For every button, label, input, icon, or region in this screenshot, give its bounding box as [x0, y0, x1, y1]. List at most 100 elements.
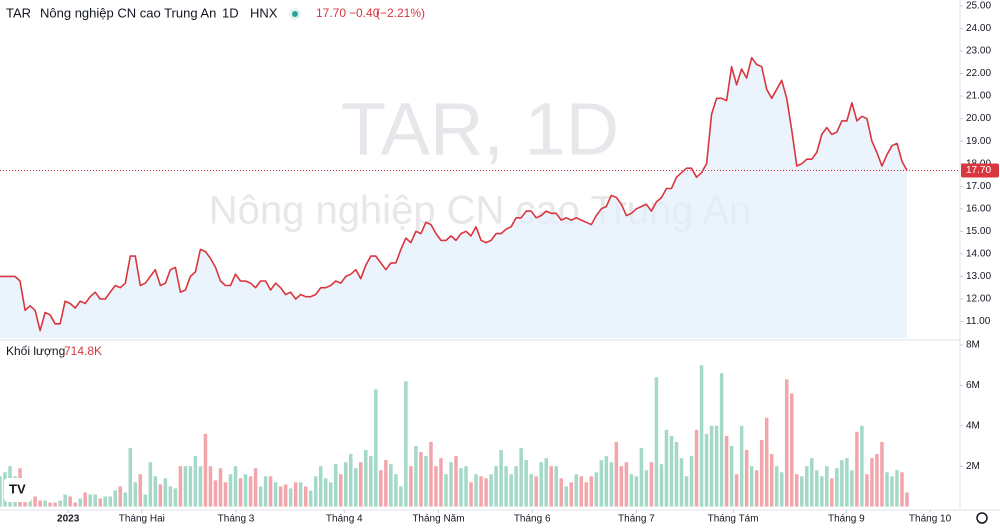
volume-bar: [800, 476, 804, 507]
volume-bar: [359, 462, 363, 507]
volume-bar: [689, 456, 694, 507]
volume-bar: [584, 482, 589, 507]
volume-bar: [629, 474, 634, 507]
volume-bar: [118, 486, 123, 507]
y-tick-label: 13.00: [966, 271, 991, 282]
volume-bar: [454, 456, 458, 507]
volume-bar: [103, 496, 107, 507]
volume-bar: [303, 486, 308, 507]
volume-bar: [559, 478, 563, 507]
volume-bar: [33, 496, 37, 507]
volume-bar: [218, 468, 223, 507]
volume-bar: [459, 468, 463, 507]
change: −0.40: [349, 6, 380, 20]
volume-bar: [614, 441, 619, 507]
volume-bar: [714, 425, 719, 507]
volume-bar: [138, 474, 143, 507]
volume-bar: [364, 450, 368, 507]
volume-bar: [263, 476, 268, 507]
volume-bar: [704, 433, 709, 507]
volume-bar: [439, 458, 443, 507]
volume-bar: [389, 464, 393, 507]
volume-bar: [183, 466, 188, 507]
legend: TAR Nông nghiệp CN cao Trung An 1D HNX 1…: [6, 5, 425, 358]
last-price: 17.70: [316, 6, 346, 20]
settings[interactable]: [976, 512, 988, 524]
volume-bar: [875, 454, 879, 507]
volume-bar: [163, 478, 168, 507]
volume-bar: [464, 466, 468, 507]
volume-bar: [293, 482, 298, 507]
volume-bar: [564, 486, 569, 507]
volume-bar: [63, 494, 67, 507]
company-name: Nông nghiệp CN cao Trung An: [40, 5, 216, 20]
volume-bar: [589, 476, 594, 507]
volume-bar: [830, 478, 834, 507]
volume-bar: [28, 498, 32, 507]
volume-bar: [514, 466, 518, 507]
volume-bar: [374, 389, 378, 507]
y-tick-label: 14.00: [966, 249, 991, 260]
volume-bar: [108, 496, 112, 507]
volume-bar: [534, 476, 538, 507]
last-price-box: [961, 163, 999, 178]
volume-bar: [634, 476, 639, 507]
y-tick-label: 25.00: [966, 1, 991, 12]
y-tick-label: 8M: [966, 340, 980, 351]
volume-bar: [283, 484, 288, 507]
volume-bar: [619, 466, 624, 507]
logo[interactable]: TV: [4, 478, 32, 502]
volume-bar: [38, 500, 42, 507]
y-tick-label: 22.00: [966, 68, 991, 79]
volume-bar: [188, 466, 193, 507]
volume-bar: [333, 464, 338, 507]
volume-bar: [709, 425, 714, 507]
volume-bar: [895, 470, 899, 507]
volume-bar: [123, 492, 128, 507]
volume-bar: [298, 482, 303, 507]
volume-bar: [805, 466, 809, 507]
volume-bar: [354, 468, 358, 507]
x-tick-label: Tháng Năm: [412, 514, 464, 525]
volume-bar: [579, 476, 584, 507]
volume-bar: [684, 476, 689, 507]
x-tick-label: Tháng 7: [618, 514, 655, 525]
plot: [0, 56, 909, 507]
volume-bar: [759, 439, 764, 507]
y-tick-label: 17.00: [966, 181, 991, 192]
volume-bar: [338, 474, 343, 507]
volume-bar: [208, 466, 213, 507]
volume-bar: [313, 476, 318, 507]
volume-bar: [424, 456, 428, 507]
volume-bar: [344, 462, 348, 507]
volume-bar: [754, 470, 759, 507]
volume-bar: [429, 441, 433, 507]
volume-bar: [198, 466, 203, 507]
volume-bar: [228, 474, 233, 507]
y-tick-label: 15.00: [966, 226, 991, 237]
status-dot: [292, 11, 298, 17]
volume-bar: [499, 450, 503, 507]
volume-bar: [905, 492, 909, 507]
volume-bar: [509, 474, 513, 507]
volume-bar: [328, 482, 333, 507]
x-tick-label: Tháng Hai: [119, 514, 165, 525]
volume-bar: [574, 474, 579, 507]
volume-bar: [880, 441, 884, 507]
volume-bar: [669, 435, 674, 507]
y-tick-label: 20.00: [966, 113, 991, 124]
volume-bar: [444, 474, 448, 507]
volume-bar: [524, 460, 528, 507]
volume-bar: [379, 470, 383, 507]
volume-bar: [554, 466, 558, 507]
volume-bar: [890, 476, 894, 507]
volume-bar: [434, 466, 438, 507]
volume-bar: [664, 429, 669, 507]
volume-bar: [679, 458, 684, 507]
y-tick-label: 12.00: [966, 294, 991, 305]
volume-bar: [810, 458, 814, 507]
y-tick-label: 23.00: [966, 46, 991, 57]
volume-bar: [273, 482, 278, 507]
volume-bar: [83, 492, 87, 507]
